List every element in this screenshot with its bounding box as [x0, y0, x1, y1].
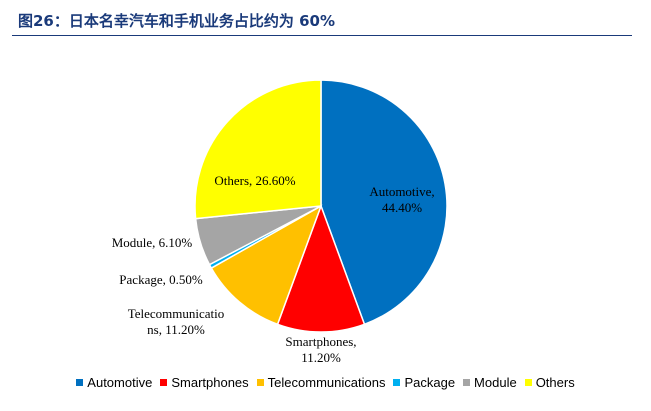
- data-label-automotive: Automotive, 44.40%: [369, 184, 434, 215]
- legend-swatch: [463, 379, 471, 386]
- legend-label: Automotive: [87, 375, 153, 390]
- legend-swatch: [160, 379, 168, 386]
- legend-label: Smartphones: [171, 375, 249, 390]
- pie-chart: Automotive, 44.40% Smartphones, 11.20% Telec…: [112, 79, 448, 365]
- legend-label: Package: [404, 375, 456, 390]
- chart-title: 图26：日本名幸汽车和手机业务占比约为 60%: [18, 12, 336, 30]
- legend-label: Module: [474, 375, 517, 390]
- legend-item-others: Others: [524, 375, 575, 390]
- data-label-smartphones: Smartphones, 11.20%: [285, 334, 356, 365]
- legend-swatch: [256, 379, 264, 386]
- legend-label: Others: [535, 375, 575, 390]
- legend-item-package: Package: [393, 375, 455, 390]
- pie-slice-telecommunications: [210, 204, 323, 326]
- legend-item-module: Module: [463, 375, 517, 390]
- chart-legend: Automotive Smartphones Telecommunications P…: [0, 375, 651, 390]
- pie-slice-automotive: [320, 79, 448, 326]
- legend-swatch: [524, 379, 532, 386]
- legend-swatch: [76, 379, 84, 386]
- legend-label: Telecommunications: [267, 375, 386, 390]
- data-label-others: Others, 26.60%: [214, 173, 295, 188]
- legend-swatch: [393, 379, 401, 386]
- legend-item-telecommunications: Telecommunications: [256, 375, 386, 390]
- data-label-telecommunications: Telecommunicatio ns, 11.20%: [128, 306, 225, 337]
- data-label-module: Module, 6.10%: [112, 235, 193, 250]
- title-divider: [12, 35, 632, 36]
- data-label-package: Package, 0.50%: [119, 272, 203, 287]
- pie-slice-others: [194, 79, 322, 220]
- legend-item-automotive: Automotive: [76, 375, 152, 390]
- legend-item-smartphones: Smartphones: [160, 375, 249, 390]
- pie-slice-smartphones: [276, 203, 366, 333]
